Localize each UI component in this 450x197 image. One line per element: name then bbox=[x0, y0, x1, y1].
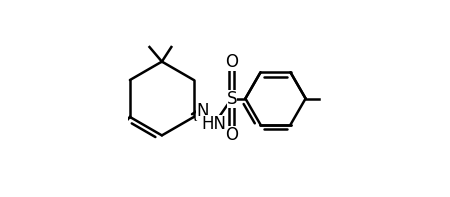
Text: S: S bbox=[226, 89, 237, 108]
Text: O: O bbox=[225, 126, 238, 144]
Text: O: O bbox=[225, 53, 238, 71]
Text: HN: HN bbox=[202, 115, 227, 133]
Text: N: N bbox=[196, 102, 209, 120]
